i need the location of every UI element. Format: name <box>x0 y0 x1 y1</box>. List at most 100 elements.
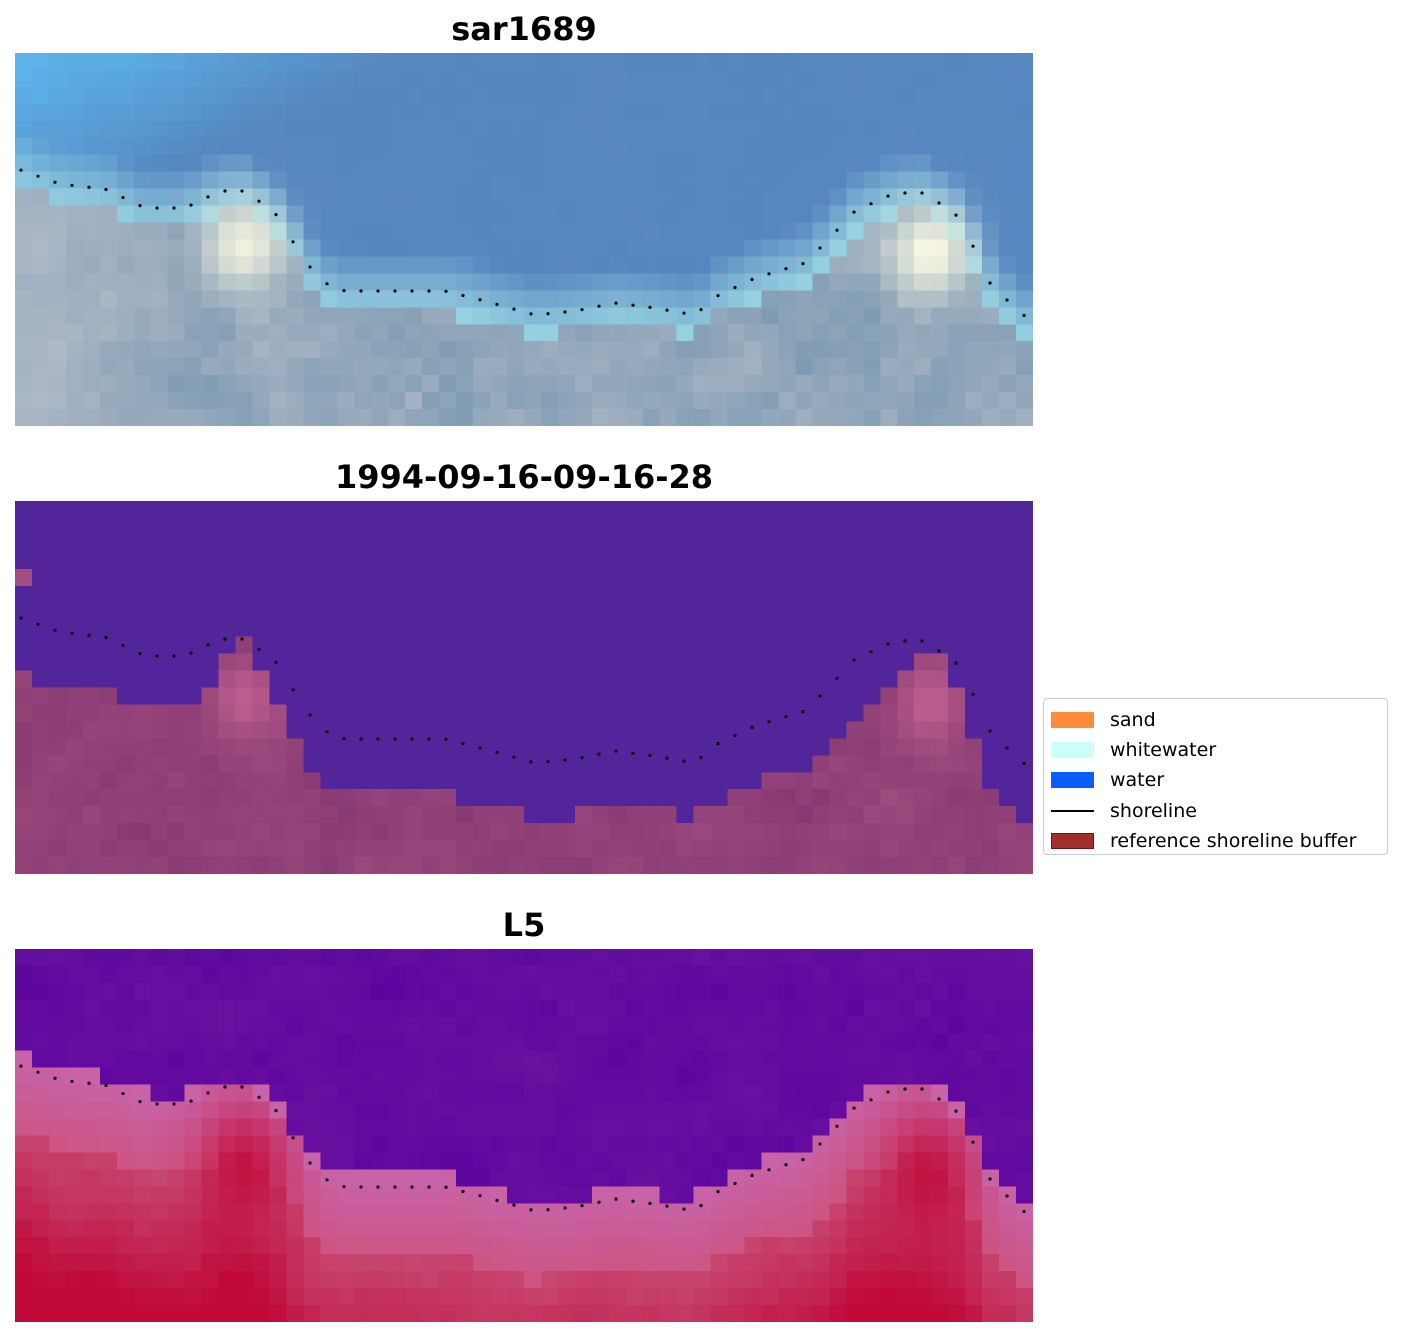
shoreline-dot <box>835 1124 839 1128</box>
shoreline-dot <box>223 1085 227 1089</box>
shoreline-line-swatch <box>1051 809 1094 812</box>
shoreline-dot <box>665 308 669 312</box>
shoreline-dot <box>903 1087 907 1091</box>
shoreline-dot <box>750 1173 754 1178</box>
shoreline-dot <box>937 649 941 653</box>
reference-buffer-swatch <box>1051 832 1094 849</box>
shoreline-dot <box>172 1102 176 1106</box>
shoreline-dot <box>512 1203 516 1207</box>
shoreline-dot <box>70 631 74 635</box>
shoreline-dot <box>512 755 516 759</box>
shoreline-dot <box>121 643 125 648</box>
shoreline-dot <box>155 654 159 658</box>
legend-item-shoreline: shoreline <box>1051 796 1380 826</box>
shoreline-dot <box>1022 1209 1026 1214</box>
shoreline-dot <box>699 756 703 760</box>
shoreline-dot <box>495 750 499 754</box>
shoreline-dot <box>1005 746 1009 750</box>
shoreline-dot <box>257 647 261 651</box>
shoreline-dot <box>461 293 465 298</box>
shoreline-dot <box>206 195 210 199</box>
shoreline-dot <box>682 311 686 315</box>
shoreline-dot <box>937 201 941 205</box>
shoreline-dot <box>818 246 822 250</box>
legend-item-whitewater: whitewater <box>1051 735 1380 765</box>
shoreline-dot <box>954 1109 958 1113</box>
shoreline-dot <box>920 191 924 195</box>
shoreline-dot <box>87 633 91 637</box>
shoreline-dot <box>563 310 567 314</box>
shoreline-dot <box>155 206 159 210</box>
legend-label: reference shoreline buffer <box>1110 829 1357 852</box>
shoreline-dot <box>1022 761 1026 766</box>
shoreline-dot <box>784 715 788 719</box>
shoreline-dot <box>121 195 125 200</box>
shoreline-dot <box>240 637 244 641</box>
shoreline-dot <box>393 737 397 741</box>
shoreline-dot <box>138 204 142 208</box>
shoreline-dot <box>665 756 669 760</box>
shoreline-dot <box>682 759 686 763</box>
shoreline-dot <box>988 281 992 285</box>
shoreline-dot <box>631 1199 635 1203</box>
shoreline-dot <box>376 737 380 741</box>
shoreline-dot <box>716 1189 720 1194</box>
shoreline-dot <box>308 265 312 269</box>
shoreline-dot <box>376 1185 380 1189</box>
legend-label: sand <box>1110 709 1156 732</box>
shoreline-dot <box>512 307 516 311</box>
shoreline-dot <box>104 1083 108 1088</box>
shoreline-dot <box>291 688 295 692</box>
shoreline-dot <box>36 622 40 626</box>
shoreline-dot <box>869 650 873 654</box>
shoreline-dot <box>325 1178 329 1182</box>
shoreline-dot <box>903 639 907 643</box>
shoreline-dot <box>19 616 23 620</box>
shoreline-dot <box>461 741 465 746</box>
shoreline-dot <box>869 1098 873 1102</box>
shoreline-dot <box>240 1085 244 1089</box>
shoreline-dot <box>546 312 550 316</box>
shoreline-dot <box>427 1185 431 1189</box>
shoreline-dot <box>750 277 754 282</box>
shoreline-dot <box>529 312 533 316</box>
shoreline-dot <box>767 272 771 276</box>
panel-title-rgb: sar1689 <box>451 10 597 48</box>
shoreline-dot <box>852 658 856 662</box>
shoreline-dot <box>682 1207 686 1211</box>
shoreline-dot <box>801 262 805 266</box>
shoreline-dot <box>954 213 958 217</box>
shoreline-dot <box>461 1189 465 1194</box>
shoreline-dot <box>886 194 890 198</box>
shoreline-dot <box>580 308 584 312</box>
shoreline-dot <box>274 213 278 217</box>
shoreline-dot <box>648 753 652 757</box>
legend-item-sand: sand <box>1051 705 1380 735</box>
shoreline-dot <box>835 676 839 680</box>
shoreline-dot <box>291 240 295 244</box>
shoreline-dot <box>274 661 278 665</box>
shoreline-dot <box>988 729 992 733</box>
panel-title-index: L5 <box>502 906 546 944</box>
shoreline-dot <box>359 737 363 741</box>
shoreline-dot <box>308 713 312 717</box>
shoreline-dot <box>614 749 618 753</box>
shoreline-dot <box>325 730 329 734</box>
shoreline-dot <box>852 210 856 214</box>
shoreline-dot <box>444 1185 448 1189</box>
shoreline-dot <box>988 1177 992 1181</box>
shoreline-dot <box>172 654 176 658</box>
shoreline-dot <box>699 308 703 312</box>
legend-label: shoreline <box>1110 799 1197 822</box>
shoreline-dot <box>631 303 635 307</box>
shoreline-dot <box>478 298 482 302</box>
shoreline-dot <box>478 746 482 750</box>
shoreline-dot <box>325 282 329 286</box>
shoreline-dot <box>784 267 788 271</box>
shoreline-dot <box>223 189 227 193</box>
shoreline-dot <box>886 642 890 646</box>
shoreline-dot <box>478 1194 482 1198</box>
shoreline-dot <box>546 1208 550 1212</box>
shoreline-dot <box>87 1081 91 1085</box>
shoreline-dot <box>427 737 431 741</box>
